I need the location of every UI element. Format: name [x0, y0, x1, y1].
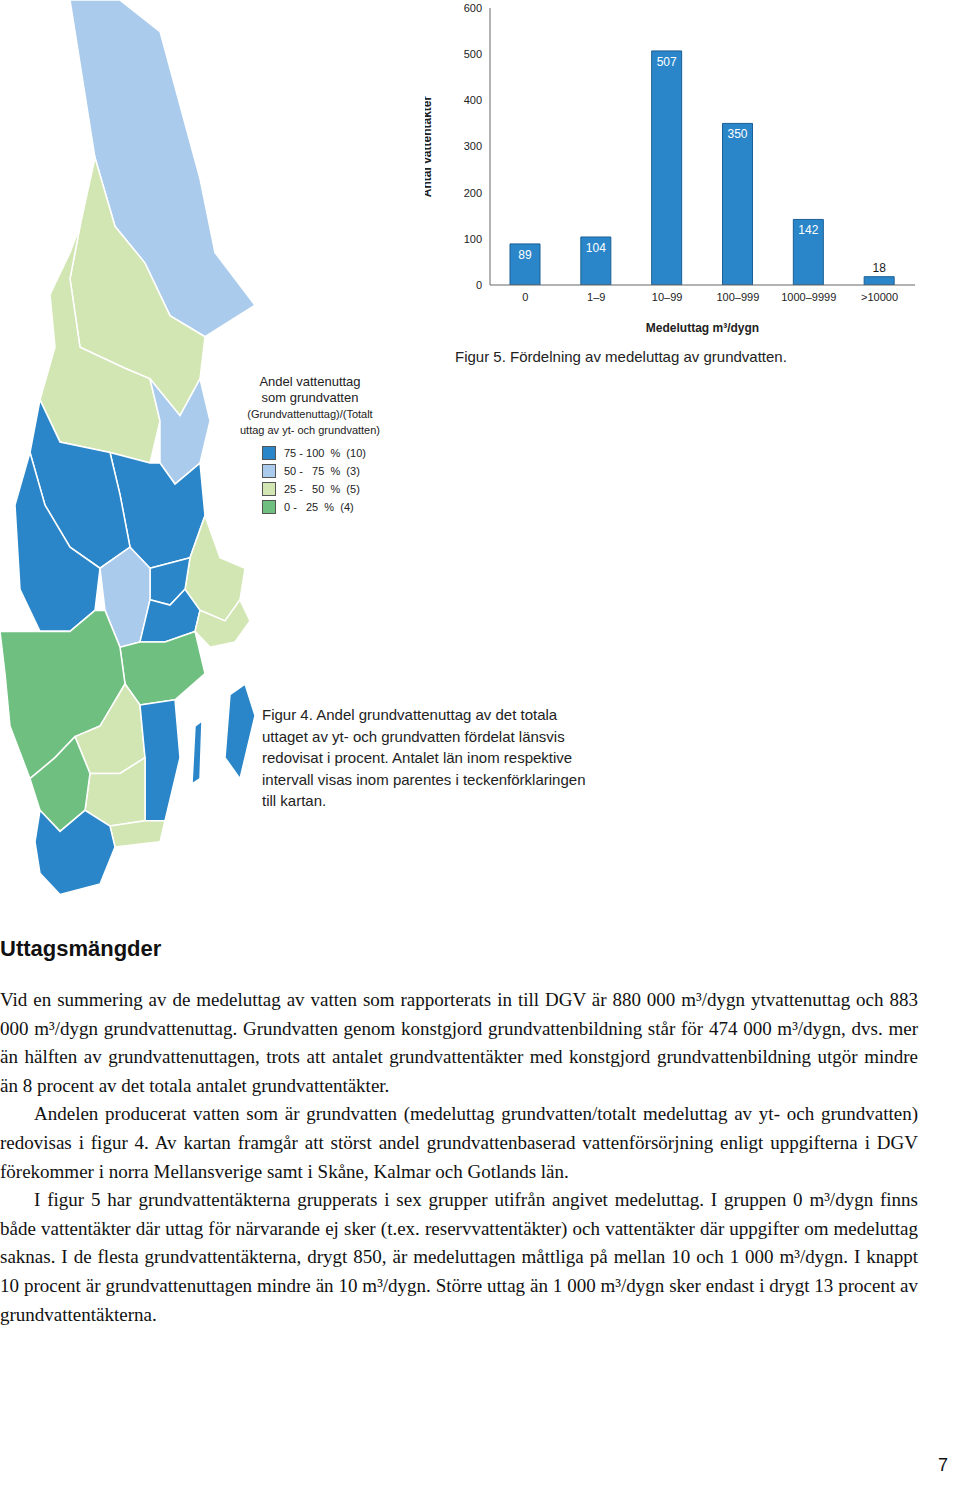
- html-text:uttag av yt- och grundvatten): uttag av yt- och grundvatten): [240, 424, 380, 436]
- svg-text:300: 300: [464, 140, 482, 152]
- svg-text:1–9: 1–9: [587, 291, 605, 303]
- svg-text:18: 18: [872, 261, 886, 275]
- html-text:Figur 4. Andel grundvattenutta: Figur 4. Andel grundvattenuttag av det t…: [262, 706, 558, 723]
- svg-text:Medeluttag m³/dygn: Medeluttag m³/dygn: [646, 321, 759, 335]
- svg-text:1000–9999: 1000–9999: [781, 291, 836, 303]
- html-text:(Grundvattenuttag)/(Totalt: (Grundvattenuttag)/(Totalt: [247, 408, 373, 420]
- html-text:7: 7: [938, 1455, 948, 1475]
- svg-text:200: 200: [464, 187, 482, 199]
- html-text:Uttagsmängder: Uttagsmängder: [0, 936, 162, 961]
- html-text:Andel vattenuttag: Andel vattenuttag: [259, 374, 361, 389]
- html-text:som grundvatten: som grundvatten: [261, 390, 359, 405]
- svg-text:104: 104: [586, 241, 606, 255]
- html-text:Vid en summering av de medelut: Vid en summering av de medeluttag av vat…: [0, 989, 918, 1096]
- svg-text:500: 500: [464, 48, 482, 60]
- svg-text:100: 100: [464, 233, 482, 245]
- svg-text:10–99: 10–99: [652, 291, 683, 303]
- html-text:25 - 50 % (5): 25 - 50 % (5): [284, 483, 360, 495]
- svg-text:0: 0: [522, 291, 528, 303]
- svg-text:350: 350: [727, 127, 747, 141]
- html-text:intervall visas inom parentes: intervall visas inom parentes i teckenfö…: [262, 770, 586, 788]
- svg-text:600: 600: [464, 2, 482, 14]
- svg-text:>10000: >10000: [861, 291, 898, 303]
- svg-text:100–999: 100–999: [717, 291, 760, 303]
- html-text:0 - 25 % (4): 0 - 25 % (4): [284, 501, 354, 513]
- html-text:I figur 5 har grundvattentäkte: I figur 5 har grundvattentäkterna gruppe…: [0, 1189, 918, 1325]
- svg-text:Antal vattentäkter: Antal vattentäkter: [425, 95, 434, 197]
- svg-text:400: 400: [464, 94, 482, 106]
- html-text:Figur 5. Fördelning av medelut: Figur 5. Fördelning av medeluttag av gru…: [455, 348, 787, 365]
- html-text:50 - 75 % (3): 50 - 75 % (3): [284, 465, 360, 477]
- html-text:uttaget av yt- och grundvatten: uttaget av yt- och grundvatten fördelat …: [262, 727, 565, 745]
- svg-text:507: 507: [657, 55, 677, 69]
- html-text:till kartan.: till kartan.: [262, 792, 327, 809]
- html-text:redovisat i procent. Antalet l: redovisat i procent. Antalet län inom re…: [262, 749, 573, 766]
- svg-text:89: 89: [518, 248, 532, 262]
- html-text:Andelen producerat vatten som: Andelen producerat vatten som är grundva…: [0, 1103, 918, 1182]
- svg-text:142: 142: [798, 223, 818, 237]
- svg-text:0: 0: [476, 279, 482, 291]
- html-text:75 - 100 % (10): 75 - 100 % (10): [284, 447, 366, 459]
